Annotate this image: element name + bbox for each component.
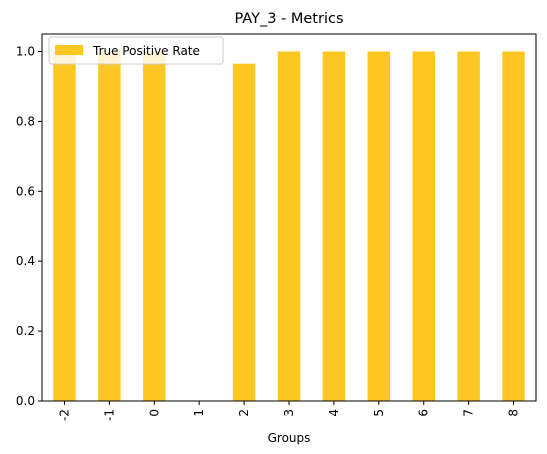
y-tick-label: 0.8 <box>16 114 35 128</box>
x-tick-label: 8 <box>507 409 521 417</box>
x-tick-label: 1 <box>192 409 206 417</box>
y-tick-label: 0.6 <box>16 184 35 198</box>
bar-0 <box>143 51 166 401</box>
bars-group <box>53 51 525 401</box>
plot-frame <box>41 33 537 402</box>
bar-3 <box>277 51 301 401</box>
bar-5 <box>367 51 391 401</box>
x-tick-label: 5 <box>372 409 386 417</box>
x-tick-label: 3 <box>282 409 296 417</box>
bar-8 <box>502 51 525 401</box>
chart-title: PAY_3 - Metrics <box>234 11 343 27</box>
legend-box <box>48 36 224 65</box>
x-tick-label: 7 <box>462 409 476 417</box>
y-axis-ticks: 0.0 0.2 0.4 0.6 0.8 1.0 <box>16 44 42 408</box>
x-tick-label: -1 <box>102 409 116 421</box>
y-tick-label: 0.2 <box>16 324 35 338</box>
x-tick-label: -2 <box>57 409 71 421</box>
x-tick-label: 4 <box>327 409 341 417</box>
bar-4 <box>322 51 346 401</box>
x-tick-label: 2 <box>237 409 251 417</box>
x-axis-label: Groups <box>268 431 311 445</box>
bar--1 <box>98 51 121 401</box>
y-tick-label: 0.0 <box>16 394 35 408</box>
bar-6 <box>412 51 435 401</box>
legend-swatch <box>55 45 83 55</box>
legend-entry: True Positive Rate <box>92 44 200 58</box>
y-tick-label: 1.0 <box>16 44 35 58</box>
bar--2 <box>53 51 76 401</box>
x-tick-label: 6 <box>417 409 431 417</box>
x-axis-ticks: -2 -1 0 1 2 3 4 5 6 7 8 <box>57 401 521 421</box>
x-tick-label: 0 <box>147 409 161 417</box>
bar-2 <box>232 63 256 401</box>
y-tick-label: 0.4 <box>16 254 35 268</box>
bar-7 <box>457 51 480 401</box>
legend: True Positive Rate <box>48 36 224 65</box>
